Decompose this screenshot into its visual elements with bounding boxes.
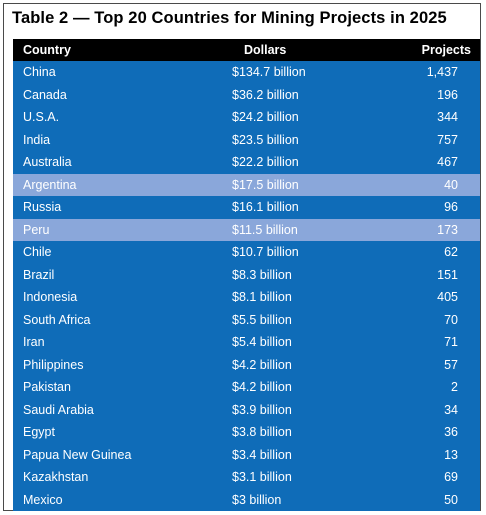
cell-projects: 467	[437, 155, 458, 170]
cell-dollars: $3.1 billion	[232, 470, 292, 485]
cell-country: Canada	[23, 87, 67, 102]
cell-dollars: $3.9 billion	[232, 402, 292, 417]
cell-projects: 196	[437, 87, 458, 102]
table-row: Egypt $3.8 billion 36	[13, 421, 480, 444]
cell-country: Indonesia	[23, 290, 78, 305]
table-row: Canada $36.2 billion 196	[13, 83, 480, 106]
cell-projects: 13	[444, 447, 458, 462]
cell-country: Brazil	[23, 267, 55, 282]
cell-country: Papua New Guinea	[23, 447, 132, 462]
cell-country: U.S.A.	[23, 110, 60, 125]
header-projects: Projects	[421, 43, 471, 57]
cell-country: Pakistan	[23, 380, 71, 395]
cell-country: Argentina	[23, 177, 77, 192]
cell-country: Chile	[23, 245, 52, 260]
table-row: Indonesia $8.1 billion 405	[13, 286, 480, 309]
table-row: Peru $11.5 billion 173	[13, 218, 480, 241]
cell-dollars: $17.5 billion	[232, 177, 299, 192]
cell-dollars: $22.2 billion	[232, 155, 299, 170]
cell-country: Saudi Arabia	[23, 402, 94, 417]
table-body: China $134.7 billion 1,437 Canada $36.2 bill…	[13, 61, 480, 511]
cell-projects: 70	[444, 312, 458, 327]
cell-dollars: $3 billion	[232, 492, 282, 507]
cell-projects: 757	[437, 132, 458, 147]
cell-dollars: $5.4 billion	[232, 335, 292, 350]
cell-country: Iran	[23, 335, 45, 350]
table-row: Mexico $3 billion 50	[13, 488, 480, 511]
table-row: Pakistan $4.2 billion 2	[13, 376, 480, 399]
table-row: Philippines $4.2 billion 57	[13, 353, 480, 376]
cell-dollars: $3.4 billion	[232, 447, 292, 462]
table-header-row: Country Dollars Projects	[13, 39, 480, 61]
cell-country: Australia	[23, 155, 72, 170]
table-row: Australia $22.2 billion 467	[13, 151, 480, 174]
cell-projects: 173	[437, 222, 458, 237]
cell-projects: 151	[437, 267, 458, 282]
cell-projects: 1,437	[426, 65, 458, 80]
cell-dollars: $23.5 billion	[232, 132, 299, 147]
cell-projects: 2	[451, 380, 458, 395]
cell-dollars: $5.5 billion	[232, 312, 292, 327]
cell-projects: 34	[444, 402, 458, 417]
cell-projects: 69	[444, 470, 458, 485]
cell-projects: 50	[444, 492, 458, 507]
table-row: Chile $10.7 billion 62	[13, 241, 480, 264]
cell-projects: 57	[444, 357, 458, 372]
header-dollars: Dollars	[244, 43, 287, 57]
cell-country: Kazakhstan	[23, 470, 89, 485]
cell-dollars: $24.2 billion	[232, 110, 299, 125]
table-row: India $23.5 billion 757	[13, 128, 480, 151]
cell-country: South Africa	[23, 312, 91, 327]
cell-dollars: $36.2 billion	[232, 87, 299, 102]
cell-country: Peru	[23, 222, 50, 237]
cell-dollars: $16.1 billion	[232, 200, 299, 215]
cell-projects: 405	[437, 290, 458, 305]
cell-dollars: $4.2 billion	[232, 357, 292, 372]
table-row: Argentina $17.5 billion 40	[13, 173, 480, 196]
cell-dollars: $11.5 billion	[232, 222, 298, 237]
table-row: Iran $5.4 billion 71	[13, 331, 480, 354]
cell-projects: 96	[444, 200, 458, 215]
cell-dollars: $8.3 billion	[232, 267, 292, 282]
cell-projects: 344	[437, 110, 458, 125]
cell-projects: 62	[444, 245, 458, 260]
table-frame: Table 2 — Top 20 Countries for Mining Pr…	[3, 3, 481, 511]
cell-dollars: $8.1 billion	[232, 290, 292, 305]
cell-country: Egypt	[23, 425, 55, 440]
cell-country: Russia	[23, 200, 62, 215]
table-row: Russia $16.1 billion 96	[13, 196, 480, 219]
cell-country: India	[23, 132, 51, 147]
cell-projects: 40	[444, 177, 458, 192]
header-country: Country	[23, 43, 71, 57]
cell-dollars: $134.7 billion	[232, 65, 306, 80]
cell-dollars: $4.2 billion	[232, 380, 292, 395]
table-row: Papua New Guinea $3.4 billion 13	[13, 443, 480, 466]
cell-country: Philippines	[23, 357, 84, 372]
table-row: China $134.7 billion 1,437	[13, 61, 480, 84]
cell-country: Mexico	[23, 492, 63, 507]
mining-projects-table: Country Dollars Projects China $134.7 bil…	[13, 39, 480, 511]
table-title: Table 2 — Top 20 Countries for Mining Pr…	[12, 9, 447, 27]
cell-dollars: $3.8 billion	[232, 425, 292, 440]
table-row: U.S.A. $24.2 billion 344	[13, 106, 480, 129]
cell-projects: 71	[444, 335, 458, 350]
table-row: Kazakhstan $3.1 billion 69	[13, 466, 480, 489]
cell-projects: 36	[444, 425, 458, 440]
table-row: Saudi Arabia $3.9 billion 34	[13, 398, 480, 421]
cell-country: China	[23, 65, 56, 80]
table-row: South Africa $5.5 billion 70	[13, 308, 480, 331]
table-row: Brazil $8.3 billion 151	[13, 263, 480, 286]
cell-dollars: $10.7 billion	[232, 245, 299, 260]
